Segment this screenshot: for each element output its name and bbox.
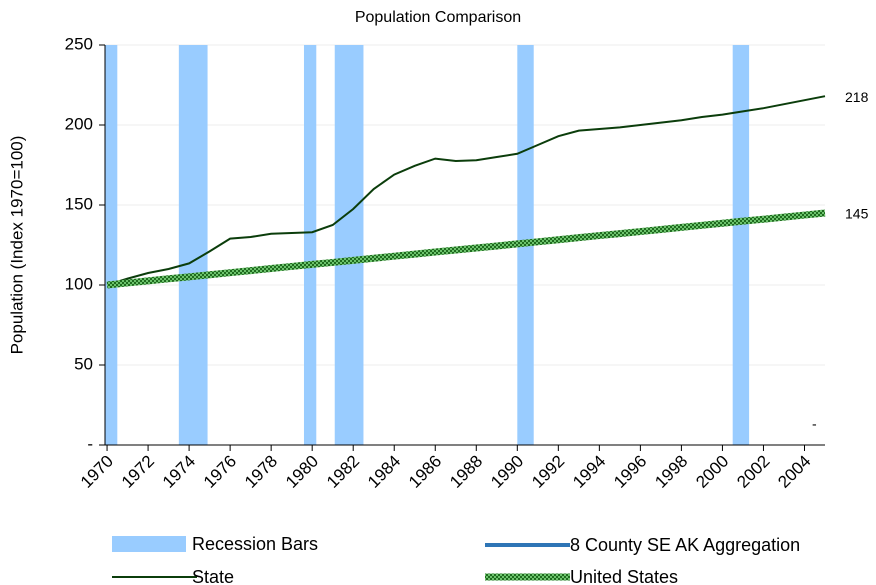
y-tick-label: -: [87, 434, 93, 453]
legend-swatch: [112, 536, 186, 552]
x-tick-label: 2002: [733, 452, 773, 492]
recession-bar: [178, 45, 208, 445]
x-tick-label: 1974: [159, 452, 199, 492]
legend-label: Recession Bars: [192, 534, 318, 554]
end-label: 145: [845, 206, 869, 222]
x-tick-label: 1980: [282, 452, 322, 492]
series-line: [106, 209, 826, 289]
x-tick-label: 1988: [446, 452, 486, 492]
recession-bar: [334, 45, 364, 445]
recession-bar: [303, 45, 317, 445]
y-axis-label: Population (Index 1970=100): [7, 136, 26, 355]
y-tick-label: 200: [65, 114, 93, 133]
series-line: [106, 95, 826, 286]
x-tick-label: 1994: [569, 452, 609, 492]
y-tick-label: 150: [65, 194, 93, 213]
legend-label: State: [192, 567, 234, 585]
recession-bar: [105, 45, 118, 445]
x-tick-label: 1970: [77, 452, 117, 492]
x-tick-label: 1982: [323, 452, 363, 492]
end-label: 218: [845, 89, 869, 105]
x-tick-label: 1996: [610, 452, 650, 492]
chart-title: Population Comparison: [355, 9, 521, 26]
x-tick-label: 2000: [692, 452, 732, 492]
y-tick-label: 250: [65, 34, 93, 53]
recession-bar: [732, 45, 750, 445]
x-tick-label: 1990: [487, 452, 527, 492]
y-tick-label: 50: [74, 354, 93, 373]
x-tick-label: 2004: [774, 452, 814, 492]
x-tick-label: 1984: [364, 452, 404, 492]
y-tick-label: 100: [65, 274, 93, 293]
x-tick-label: 1976: [200, 452, 240, 492]
x-tick-label: 1992: [528, 452, 568, 492]
x-tick-label: 1972: [118, 452, 158, 492]
legend-label: 8 County SE AK Aggregation: [570, 535, 800, 555]
end-label: -: [812, 416, 817, 432]
x-tick-label: 1978: [241, 452, 281, 492]
x-tick-label: 1986: [405, 452, 445, 492]
x-tick-label: 1998: [651, 452, 691, 492]
legend-label: United States: [570, 567, 678, 585]
